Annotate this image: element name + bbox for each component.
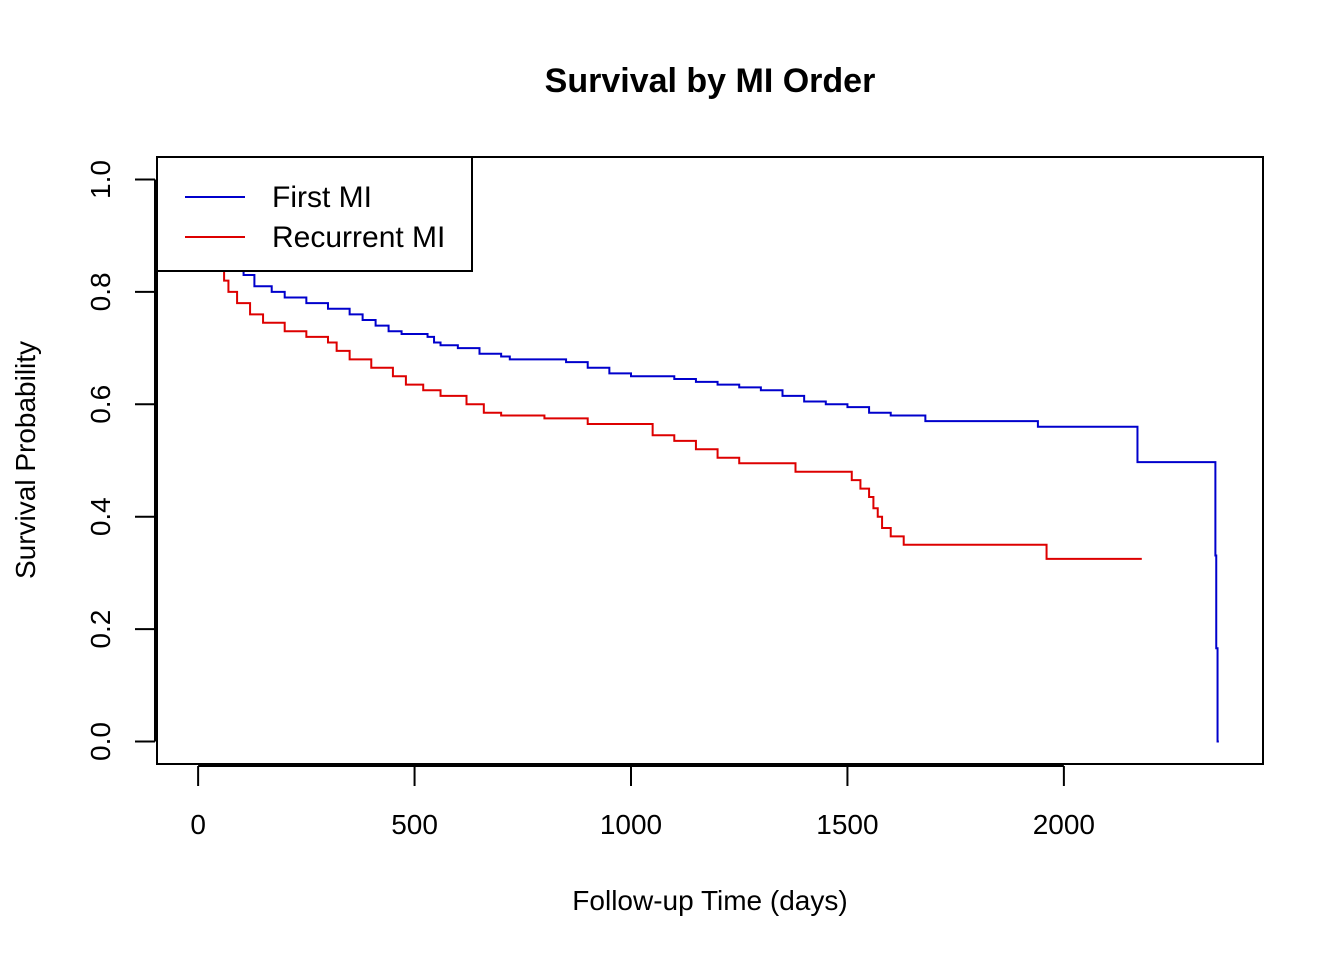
legend-box [156, 156, 473, 272]
x-tick-label: 500 [391, 809, 438, 840]
chart-title: Survival by MI Order [545, 62, 876, 100]
y-tick-label: 0.4 [85, 497, 116, 536]
x-axis-label: Follow-up Time (days) [572, 885, 847, 916]
series-group [198, 178, 1219, 743]
legend-label: First MI [272, 181, 372, 214]
axes-group: 0 500 1000 1500 2000 0.0 0.2 0.4 0.6 0.8 1.0 [85, 160, 1095, 840]
series-line-first-mi [198, 178, 1219, 743]
y-axis-label: Survival Probability [10, 341, 41, 579]
series-line-recurrent-mi [198, 178, 1142, 560]
x-tick-label: 2000 [1033, 809, 1095, 840]
y-tick-label: 0.6 [85, 385, 116, 424]
x-tick-label: 1000 [600, 809, 662, 840]
legend: First MI Recurrent MI [156, 156, 473, 272]
x-tick-label: 0 [190, 809, 206, 840]
x-tick-label: 1500 [816, 809, 878, 840]
y-tick-label: 1.0 [85, 160, 116, 199]
plot-frame [156, 156, 1264, 765]
y-tick-label: 0.0 [85, 722, 116, 761]
y-tick-label: 0.2 [85, 610, 116, 649]
legend-label: Recurrent MI [272, 221, 445, 254]
y-tick-label: 0.8 [85, 272, 116, 311]
